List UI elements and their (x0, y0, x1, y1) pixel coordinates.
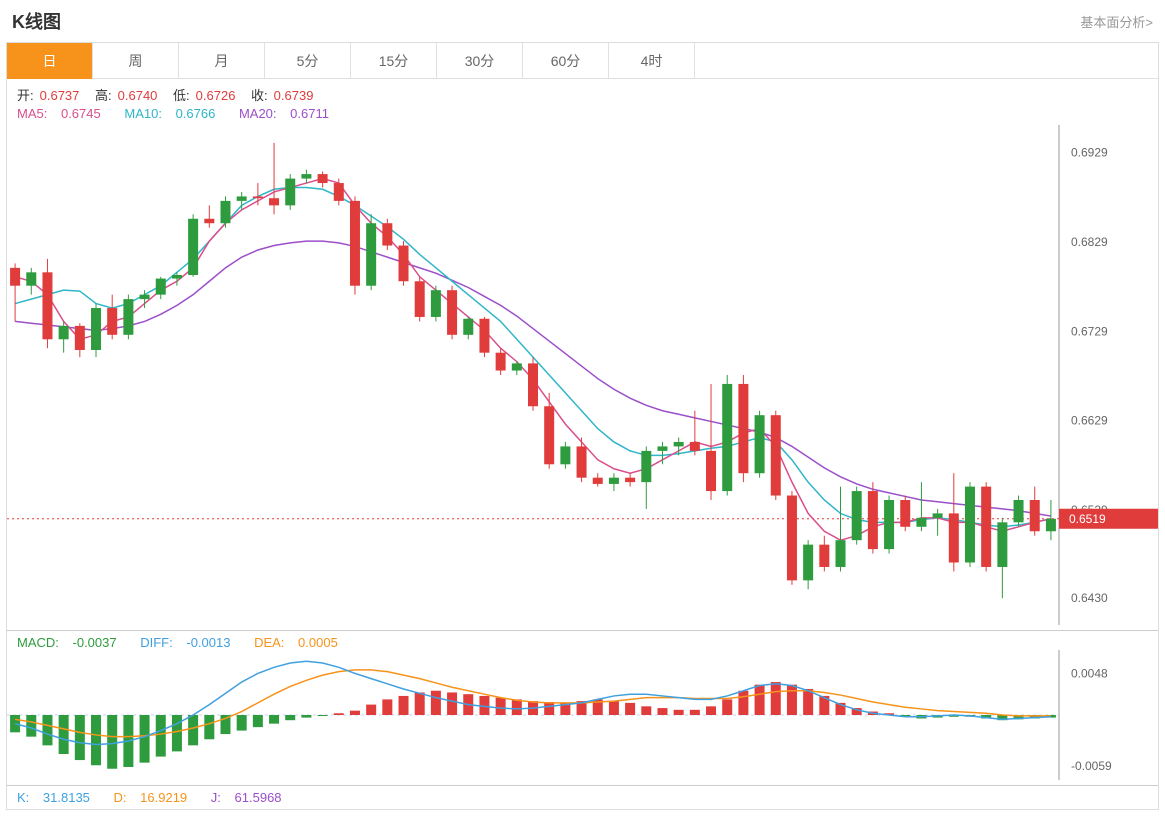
svg-text:0.6829: 0.6829 (1071, 235, 1108, 249)
svg-text:-0.0059: -0.0059 (1071, 759, 1112, 773)
dea-label: DEA: 0.0005 (254, 635, 348, 650)
svg-text:0.6519: 0.6519 (1069, 512, 1106, 526)
tab-15分[interactable]: 15分 (351, 43, 437, 79)
open-label: 开: (17, 88, 34, 103)
k-label: K: 31.8135 (17, 790, 100, 805)
ma5-label: MA5: 0.6745 (17, 106, 111, 121)
low-label: 低: (173, 88, 190, 103)
ma10-label: MA10: 0.6766 (124, 106, 225, 121)
macd-label: MACD: -0.0037 (17, 635, 127, 650)
svg-text:0.6729: 0.6729 (1071, 324, 1108, 338)
high-value: 0.6740 (118, 88, 158, 103)
j-label: J: 61.5968 (211, 790, 292, 805)
high-label: 高: (95, 88, 112, 103)
open-value: 0.6737 (40, 88, 80, 103)
macd-chart[interactable]: 0.0048 -0.0059 (7, 650, 1158, 780)
low-value: 0.6726 (196, 88, 236, 103)
tab-30分[interactable]: 30分 (437, 43, 523, 79)
ohlc-readout: 开: 0.6737 高: 0.6740 低: 0.6726 收: 0.6739 (7, 79, 1158, 104)
candlestick-chart[interactable]: 0.69290.68290.67290.66290.65290.64300.65… (7, 125, 1158, 625)
chart-container: 日周月5分15分30分60分4时 开: 0.6737 高: 0.6740 低: 0.6… (6, 42, 1159, 810)
svg-text:0.6629: 0.6629 (1071, 414, 1108, 428)
timeframe-tabs: 日周月5分15分30分60分4时 (7, 43, 1158, 79)
close-value: 0.6739 (274, 88, 314, 103)
page-title: K线图 (12, 8, 61, 34)
ma-readout: MA5: 0.6745 MA10: 0.6766 MA20: 0.6711 (7, 104, 1158, 125)
fundamental-analysis-link[interactable]: 基本面分析> (1080, 12, 1153, 31)
svg-text:0.6430: 0.6430 (1071, 591, 1108, 605)
kdj-readout: K: 31.8135 D: 16.9219 J: 61.5968 (7, 785, 1158, 809)
tab-4时[interactable]: 4时 (609, 43, 695, 79)
ma20-label: MA20: 0.6711 (239, 106, 339, 121)
tab-周[interactable]: 周 (93, 43, 179, 79)
tab-月[interactable]: 月 (179, 43, 265, 79)
close-label: 收: (251, 88, 268, 103)
tab-60分[interactable]: 60分 (523, 43, 609, 79)
diff-label: DIFF: -0.0013 (140, 635, 240, 650)
d-label: D: 16.9219 (114, 790, 198, 805)
tab-5分[interactable]: 5分 (265, 43, 351, 79)
tab-日[interactable]: 日 (7, 43, 93, 79)
svg-text:0.0048: 0.0048 (1071, 666, 1108, 680)
svg-text:0.6929: 0.6929 (1071, 146, 1108, 160)
macd-readout: MACD: -0.0037 DIFF: -0.0013 DEA: 0.0005 (7, 630, 1158, 650)
